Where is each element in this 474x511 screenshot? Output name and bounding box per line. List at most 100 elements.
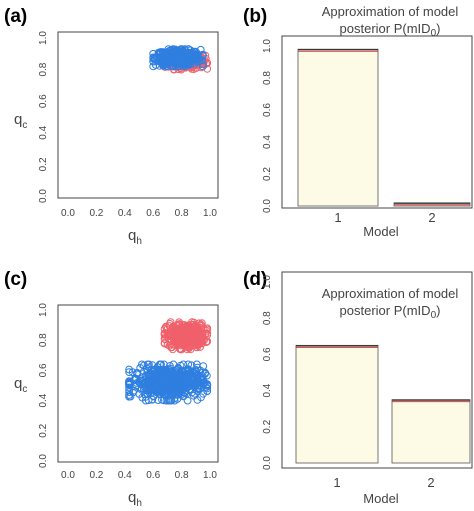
panel-a-x-ticks: 0.0 0.2 0.4 0.6 0.8 1.0 <box>61 208 217 219</box>
scatter-point <box>203 384 212 393</box>
y-tick-label: 0.8 <box>262 71 273 85</box>
scatter-point <box>177 324 186 333</box>
scatter-point <box>179 334 188 343</box>
x-tick-label: 0.4 <box>118 208 132 219</box>
scatter-point <box>159 384 168 392</box>
scatter-point <box>143 368 152 377</box>
panel-d-label: (d) <box>243 269 267 290</box>
bar <box>295 344 379 464</box>
y-tick-label: 1.0 <box>262 39 273 53</box>
panel-c-label: (c) <box>4 269 27 290</box>
scatter-point <box>166 367 175 376</box>
y-tick-label: 0.4 <box>38 125 49 139</box>
y-tick-label: 0.8 <box>262 311 273 325</box>
scatter-point <box>196 45 205 54</box>
scatter-point <box>154 396 163 405</box>
scatter-point <box>162 55 171 63</box>
panel-c-points <box>125 318 212 405</box>
scatter-point <box>149 377 158 386</box>
panel-a-y-ticks: 0.0 0.2 0.4 0.6 0.8 1.0 <box>38 31 49 203</box>
scatter-point <box>150 55 159 63</box>
scatter-point <box>173 340 182 349</box>
scatter-point <box>190 50 199 59</box>
panel-c-y-ticks: 0.0 0.2 0.4 0.6 0.8 1.0 <box>38 303 49 468</box>
x-tick-label: 0.6 <box>146 470 160 481</box>
y-tick-label: 0.0 <box>262 199 273 213</box>
panel-c: (c) 0.0 0.2 0.4 0.6 0.8 1.0 0.0 0.2 0.4 0.6 0.8 1.… <box>4 269 219 509</box>
panel-d-xlabel: Model <box>363 491 399 506</box>
scatter-point <box>197 373 206 382</box>
scatter-point <box>178 58 186 67</box>
scatter-point <box>181 338 190 347</box>
scatter-point <box>150 371 159 380</box>
x-tick-label: 1.0 <box>203 470 217 481</box>
scatter-point <box>177 378 186 387</box>
scatter-point <box>153 53 161 62</box>
y-tick-label: 0.4 <box>38 393 49 407</box>
scatter-point <box>186 324 195 333</box>
x-tick-label: 0.6 <box>146 208 160 219</box>
scatter-point <box>165 322 174 330</box>
panel-b-title-line1: Approximation of model <box>322 4 459 19</box>
y-tick-label: 0.4 <box>262 383 273 397</box>
y-tick-label: 0.2 <box>38 157 49 171</box>
scatter-point <box>132 374 141 383</box>
x-tick-label: 0.8 <box>175 208 189 219</box>
x-tick-label: 0.4 <box>118 470 132 481</box>
x-tick-label: 0.0 <box>61 208 75 219</box>
scatter-point <box>179 57 187 65</box>
scatter-point <box>161 391 170 400</box>
y-tick-label: 0.8 <box>38 333 49 347</box>
scatter-point <box>189 367 198 376</box>
y-tick-label: 0.6 <box>38 94 49 108</box>
panel-d-title-line2: posterior P(mID0) <box>340 303 441 321</box>
scatter-point <box>192 341 201 349</box>
panel-b-title-line2: posterior P(mID0) <box>340 21 441 39</box>
scatter-point <box>203 324 212 333</box>
panel-b-y-ticks: 0.0 0.2 0.4 0.6 0.8 1.0 <box>262 39 273 213</box>
y-tick-label: 0.6 <box>38 363 49 377</box>
x-tick-label: 1.0 <box>203 208 217 219</box>
panel-a-points <box>149 45 212 74</box>
scatter-point <box>180 323 189 332</box>
panel-d-y-ticks: 0.0 0.2 0.4 0.6 0.8 1.0 <box>262 275 273 470</box>
y-tick-label: 1.0 <box>262 275 273 289</box>
y-tick-label: 0.8 <box>38 62 49 76</box>
y-tick-label: 0.0 <box>38 189 49 203</box>
y-tick-label: 0.0 <box>38 454 49 468</box>
scatter-point <box>190 389 199 398</box>
bar <box>297 48 379 207</box>
scatter-point <box>135 390 144 398</box>
scatter-point <box>166 318 175 327</box>
scatter-point <box>184 360 193 369</box>
panel-c-plot-box <box>57 304 219 463</box>
y-tick-label: 0.6 <box>262 347 273 361</box>
scatter-point <box>125 391 134 399</box>
scatter-point <box>183 396 192 405</box>
scatter-point <box>179 392 188 401</box>
scatter-point <box>166 362 174 370</box>
scatter-point <box>166 364 175 373</box>
scatter-point <box>196 321 205 330</box>
scatter-point <box>202 338 211 347</box>
scatter-point <box>167 343 176 352</box>
panel-a: (a) 0.0 0.2 0.4 0.6 0.8 1.0 0.0 0.2 0.4 0.6 0.8 1.… <box>4 6 219 247</box>
y-tick-label: 1.0 <box>38 303 49 317</box>
x-category-label: 1 <box>333 475 340 490</box>
scatter-point <box>188 334 196 343</box>
bar <box>391 399 471 464</box>
panel-b-plot-box <box>281 35 473 209</box>
scatter-point <box>125 386 134 394</box>
scatter-point <box>148 361 157 370</box>
scatter-point <box>203 382 212 390</box>
x-tick-label: 0.8 <box>175 470 189 481</box>
panel-c-x-ticks: 0.0 0.2 0.4 0.6 0.8 1.0 <box>61 470 217 481</box>
scatter-point <box>162 369 171 378</box>
panel-b-label: (b) <box>243 6 267 27</box>
panel-b-bars <box>297 48 471 207</box>
panel-a-plot-box <box>57 31 219 199</box>
scatter-point <box>168 345 177 354</box>
y-tick-label: 1.0 <box>38 31 49 45</box>
